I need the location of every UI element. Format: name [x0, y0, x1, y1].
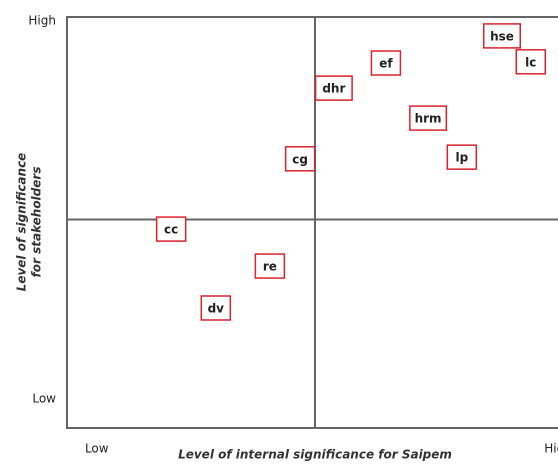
point-label: cc — [164, 223, 178, 237]
point-label: lc — [525, 55, 536, 69]
point: cg — [284, 146, 316, 172]
point-box — [370, 50, 402, 76]
point-box — [482, 23, 521, 49]
point: dhr — [314, 75, 353, 101]
point-box — [254, 253, 286, 279]
y-tick-label: Low — [32, 392, 56, 406]
y-tick-label: High — [28, 14, 56, 28]
x-tick-label: Low — [85, 442, 109, 456]
point-label: re — [263, 260, 277, 274]
point-box — [314, 75, 353, 101]
plot-frame — [66, 16, 558, 429]
x-tick-label: High — [544, 442, 558, 456]
point-box — [200, 295, 232, 321]
point-box — [515, 49, 547, 75]
y-axis-title-line: Level of significance — [15, 153, 29, 292]
point-label: hse — [490, 29, 514, 43]
point: lc — [515, 49, 547, 75]
point: lp — [446, 144, 478, 170]
point: ef — [370, 50, 402, 76]
y-axis-title-line: for stakeholders — [30, 167, 44, 278]
point: dv — [200, 295, 232, 321]
y-axis-title: Level of significance for stakeholders — [15, 153, 44, 292]
point-label: ef — [379, 57, 393, 71]
point: hse — [482, 23, 521, 49]
point-label: hrm — [415, 112, 442, 126]
point: re — [254, 253, 286, 279]
point-box — [446, 144, 478, 170]
point-label: lp — [455, 151, 468, 165]
x-axis-title: Level of internal significance for Saipe… — [178, 448, 452, 462]
point-label: dhr — [322, 82, 345, 96]
point-box — [284, 146, 316, 172]
point-box — [155, 216, 187, 242]
point-box — [409, 105, 448, 131]
point: cc — [155, 216, 187, 242]
point-label: cg — [292, 152, 308, 166]
point: hrm — [409, 105, 448, 131]
point-label: dv — [208, 301, 225, 315]
